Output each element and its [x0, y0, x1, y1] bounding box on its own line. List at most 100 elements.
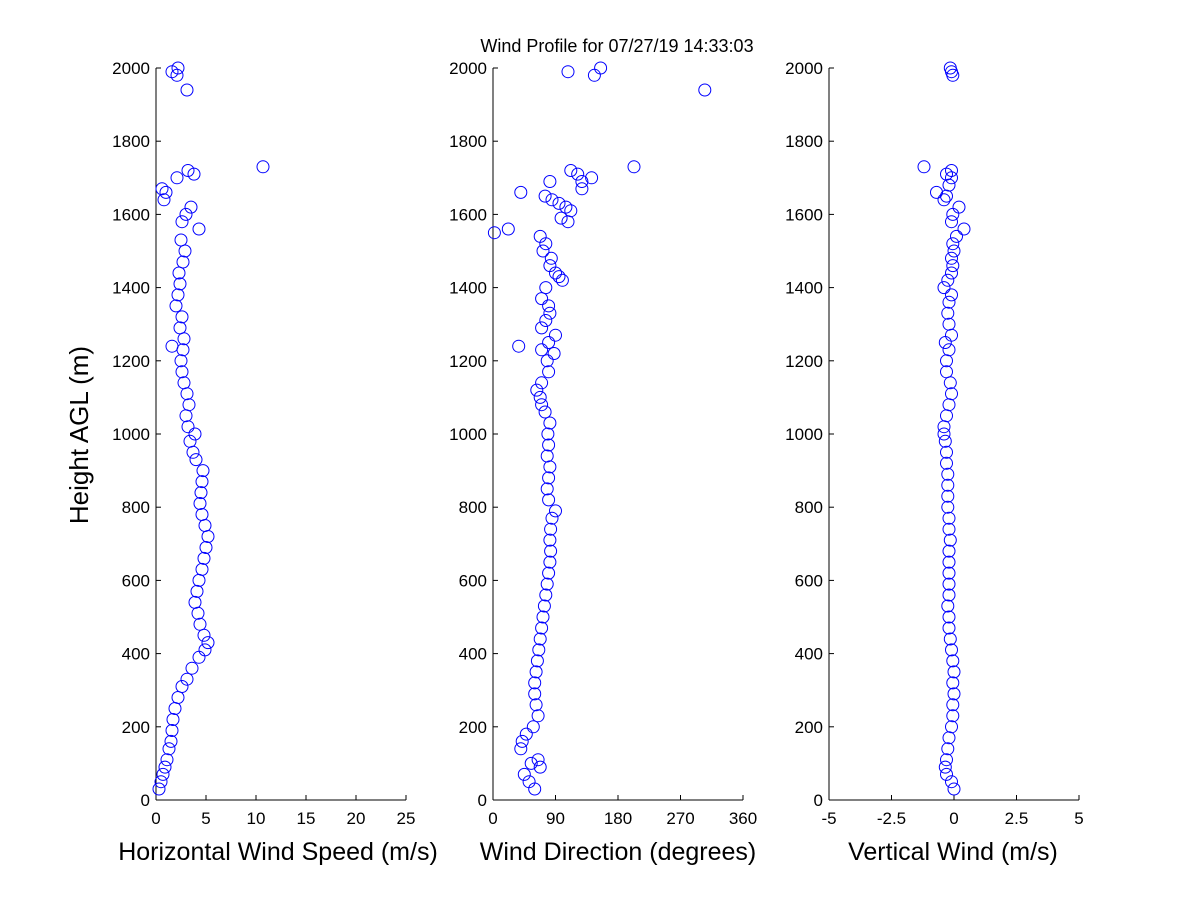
vertical-wind-point — [943, 632, 957, 646]
wind-direction-point — [519, 727, 533, 741]
vertical-wind-point — [942, 511, 956, 525]
horizontal-wind-speed-point — [191, 606, 205, 620]
wind-direction-y-tick-label: 1600 — [449, 205, 487, 224]
vertical-wind-point — [946, 237, 960, 251]
horizontal-wind-speed-point — [197, 551, 211, 565]
wind-direction-point — [542, 471, 556, 485]
wind-direction-point — [575, 175, 589, 188]
horizontal-wind-speed-point — [180, 83, 194, 97]
x-axis-label-vertical-wind: Vertical Wind (m/s) — [848, 838, 1058, 866]
wind-direction-point — [564, 204, 578, 218]
wind-direction-point — [543, 175, 557, 188]
vertical-wind-point — [942, 544, 956, 558]
horizontal-wind-speed-point — [175, 215, 189, 229]
horizontal-wind-speed-y-tick-label: 2000 — [112, 59, 150, 78]
wind-direction-point — [487, 226, 501, 240]
wind-direction-x-tick-label: 360 — [729, 809, 757, 828]
wind-direction-point — [533, 632, 547, 646]
vertical-wind-x-tick-label: -2.5 — [877, 809, 906, 828]
horizontal-wind-speed-point — [198, 519, 212, 532]
wind-direction-point — [549, 328, 562, 342]
horizontal-wind-speed-point — [198, 643, 212, 657]
vertical-wind-point — [945, 720, 958, 734]
horizontal-wind-speed-point — [166, 713, 180, 726]
wind-direction-point — [542, 336, 556, 349]
vertical-wind-point — [941, 467, 955, 481]
wind-direction-point — [545, 193, 559, 207]
horizontal-wind-speed-point — [176, 255, 190, 269]
wind-direction-point — [561, 65, 575, 79]
vertical-wind-point — [930, 185, 943, 199]
wind-direction-point — [533, 760, 547, 774]
vertical-wind-point — [942, 577, 956, 591]
wind-direction-point — [529, 665, 543, 679]
wind-direction-point — [543, 533, 557, 547]
horizontal-wind-speed-point — [195, 508, 209, 521]
wind-direction-point — [555, 273, 569, 287]
horizontal-wind-speed-y-tick-label: 1800 — [112, 132, 150, 151]
vertical-wind-point — [946, 709, 960, 723]
wind-direction-y-tick-label: 0 — [478, 791, 487, 810]
vertical-wind-point — [945, 266, 958, 280]
wind-direction-point — [541, 427, 555, 441]
wind-direction-point — [540, 482, 554, 496]
vertical-wind-y-tick-label: 1000 — [785, 425, 823, 444]
vertical-wind-point — [945, 288, 958, 302]
wind-direction-point — [501, 222, 515, 236]
horizontal-wind-speed-point — [154, 775, 168, 789]
horizontal-wind-speed-point — [196, 464, 210, 478]
wind-direction-point — [585, 171, 599, 185]
vertical-wind-point — [937, 427, 951, 441]
vertical-wind-y-tick-label: 1400 — [785, 279, 823, 298]
wind-direction-point — [539, 588, 553, 602]
wind-direction-y-tick-label: 1800 — [449, 132, 487, 151]
horizontal-wind-speed-point — [195, 562, 209, 576]
vertical-wind-point — [946, 676, 960, 690]
horizontal-wind-speed-point — [171, 288, 185, 302]
panel-wind-direction-points — [487, 61, 712, 796]
vertical-wind-point — [946, 207, 960, 221]
wind-direction-point — [545, 511, 559, 525]
vertical-wind-point — [947, 687, 961, 701]
wind-direction-point — [528, 676, 542, 690]
vertical-wind-point — [945, 387, 958, 401]
horizontal-wind-speed-point — [158, 760, 172, 774]
wind-direction-y-tick-label: 1200 — [449, 352, 487, 371]
wind-direction-x-tick-label: 90 — [546, 809, 565, 828]
horizontal-wind-speed-point — [256, 160, 270, 174]
wind-direction-point — [543, 460, 557, 474]
vertical-wind-point — [942, 621, 956, 635]
horizontal-wind-speed-point — [193, 497, 207, 510]
horizontal-wind-speed-x-tick-label: 15 — [297, 809, 316, 828]
vertical-wind-point — [942, 317, 956, 331]
wind-direction-y-tick-label: 800 — [459, 498, 487, 517]
wind-direction-point — [514, 185, 528, 199]
vertical-wind-point — [937, 420, 951, 434]
wind-direction-point — [698, 83, 712, 97]
wind-direction-point — [537, 599, 551, 613]
wind-direction-point — [544, 522, 558, 536]
vertical-wind-point — [942, 731, 956, 745]
wind-direction-point — [535, 376, 549, 390]
vertical-wind-point — [945, 775, 958, 789]
wind-direction-point — [528, 687, 542, 701]
horizontal-wind-speed-x-tick-label: 0 — [151, 809, 160, 828]
vertical-wind-point — [940, 409, 953, 423]
vertical-wind-point — [946, 259, 960, 273]
horizontal-wind-speed-point — [164, 734, 178, 748]
horizontal-wind-speed-point — [152, 782, 166, 796]
wind-direction-point — [531, 709, 545, 723]
horizontal-wind-speed-y-tick-label: 1600 — [112, 205, 150, 224]
panel-horizontal-wind-speed: 0 200 400 600 800 1000 1200 1400 1600 1800 2000 0 5 1… — [112, 59, 438, 866]
wind-direction-point — [517, 767, 531, 781]
wind-direction-point — [538, 189, 552, 203]
wind-direction-point — [535, 398, 549, 412]
horizontal-wind-speed-point — [177, 332, 191, 346]
horizontal-wind-speed-point — [165, 724, 179, 737]
wind-direction-point — [524, 756, 538, 770]
wind-direction-point — [571, 167, 585, 181]
panel-wind-direction: 0 200 400 600 800 1000 1200 1400 1600 1800 2000 0 90… — [449, 59, 757, 866]
horizontal-wind-speed-point — [184, 200, 198, 214]
wind-direction-point — [552, 270, 566, 284]
